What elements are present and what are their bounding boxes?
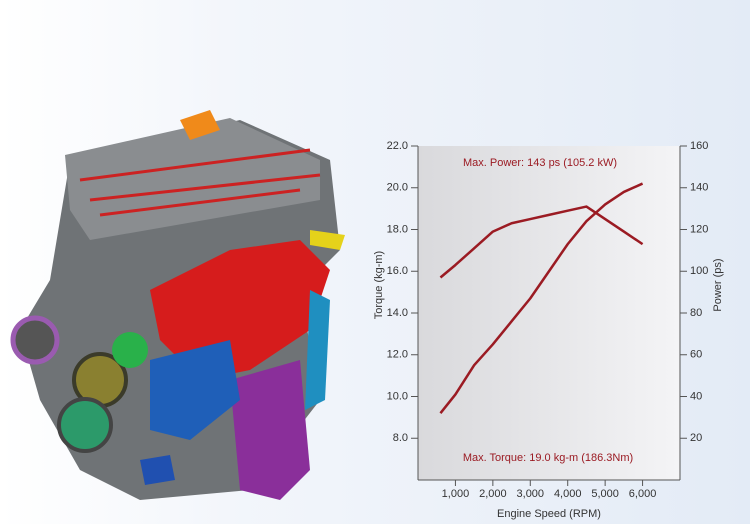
x-tick-label: 6,000 <box>629 488 657 500</box>
x-tick-label: 4,000 <box>554 488 582 500</box>
y2-tick-label: 100 <box>690 265 708 277</box>
y2-tick-label: 20 <box>690 432 702 444</box>
x-tick-label: 1,000 <box>442 488 470 500</box>
y2-tick-label: 140 <box>690 182 708 194</box>
y2-tick-label: 80 <box>690 307 702 319</box>
y2-tick-label: 120 <box>690 223 708 235</box>
y2-tick-label: 40 <box>690 390 702 402</box>
y-tick-label: 8.0 <box>393 432 408 444</box>
y-tick-label: 20.0 <box>387 182 408 194</box>
y2-tick-label: 60 <box>690 349 702 361</box>
y2-axis-label: Power (ps) <box>712 258 724 311</box>
x-tick-label: 2,000 <box>479 488 507 500</box>
y-tick-label: 22.0 <box>387 140 408 152</box>
y-tick-label: 16.0 <box>387 265 408 277</box>
engine-illustration <box>10 110 345 500</box>
plot-area <box>418 146 680 480</box>
x-axis-label: Engine Speed (RPM) <box>497 508 601 520</box>
line-series <box>439 182 644 414</box>
y-tick-label: 10.0 <box>387 390 408 402</box>
x-tick-label: 3,000 <box>517 488 545 500</box>
y-tick-label: 12.0 <box>387 349 408 361</box>
line-series <box>439 205 644 279</box>
y2-tick-label: 160 <box>690 140 708 152</box>
y-tick-label: 14.0 <box>387 307 408 319</box>
annotation: Max. Torque: 19.0 kg-m (186.3Nm) <box>463 452 633 464</box>
y-axis-label: Torque (kg-m) <box>373 251 385 319</box>
y-tick-label: 18.0 <box>387 223 408 235</box>
x-tick-label: 5,000 <box>591 488 619 500</box>
annotation: Max. Power: 143 ps (105.2 kW) <box>463 157 617 169</box>
